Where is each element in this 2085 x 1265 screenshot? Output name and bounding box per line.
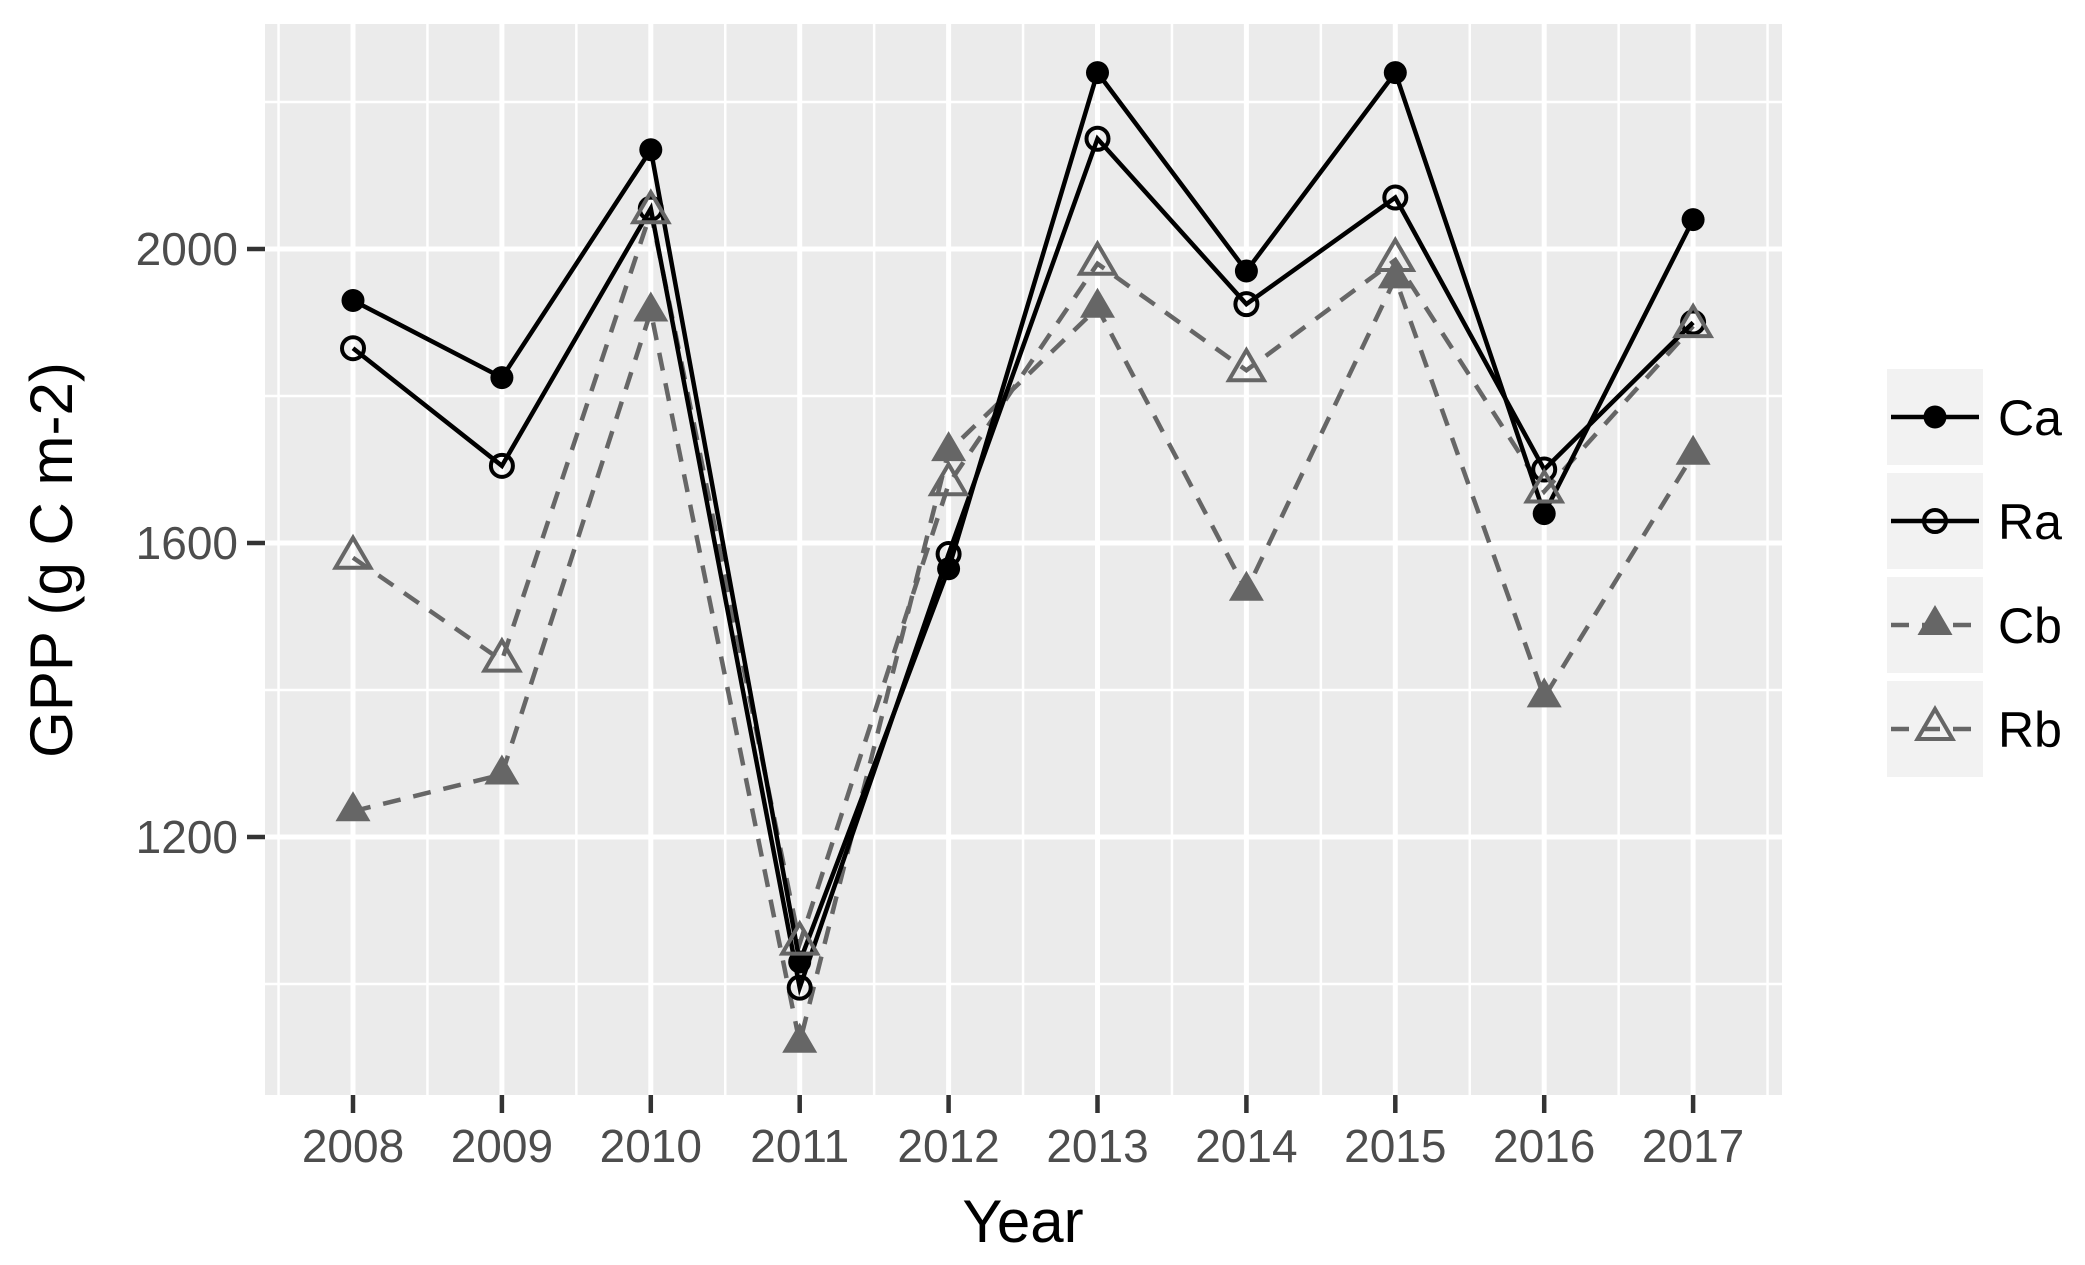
point-Ra: [1233, 291, 1260, 318]
point-Cb: [1917, 605, 1953, 635]
point-Cb: [782, 1022, 818, 1053]
legend-entry-Cb: Cb: [1887, 577, 2062, 673]
y-tick-label: 1600: [136, 517, 238, 569]
point-Ra: [340, 335, 366, 362]
point-Ca: [639, 138, 663, 162]
point-Ra: [1084, 125, 1111, 152]
x-tick-label: 2012: [897, 1120, 999, 1172]
x-tick-label: 2013: [1046, 1120, 1148, 1172]
legend-entry-Ra: Ra: [1887, 473, 2062, 569]
y-tick-label: 2000: [136, 223, 238, 275]
point-Rb: [1672, 302, 1715, 339]
point-Ra: [1382, 184, 1409, 211]
point-Rb: [1076, 239, 1119, 276]
point-Rb: [1914, 705, 1956, 741]
gridlines: [265, 24, 1782, 1095]
point-Ra: [786, 974, 813, 1001]
point-Cb: [1377, 258, 1413, 289]
point-Rb: [1225, 346, 1268, 383]
point-Ca: [341, 288, 365, 312]
axes: 1200 1600 2000 2008 2009 2010 2011 2012 2013 2014…: [136, 223, 1745, 1172]
point-Ca: [1681, 208, 1705, 232]
point-Ra: [488, 452, 515, 479]
point-Cb: [633, 291, 669, 322]
point-Cb: [1080, 287, 1115, 318]
point-Cb: [1228, 570, 1264, 601]
x-tick-label: 2015: [1344, 1120, 1446, 1172]
point-Ca: [1923, 405, 1947, 429]
x-tick-label: 2017: [1642, 1120, 1744, 1172]
legend: Ca Ra Cb Rb: [1887, 369, 2062, 777]
point-Ca: [1532, 502, 1556, 526]
point-Rb: [332, 533, 374, 570]
x-axis-title: Year: [962, 1188, 1083, 1255]
legend-entry-Rb: Rb: [1887, 681, 2062, 777]
x-tick-label: 2011: [750, 1120, 849, 1172]
x-tick-label: 2009: [451, 1120, 553, 1172]
legend-entry-Ca: Ca: [1887, 369, 2062, 465]
series-line-Rb: [351, 203, 1695, 953]
data-series: [332, 61, 1715, 1053]
point-Cb: [484, 754, 520, 785]
point-Rb: [1374, 236, 1417, 273]
legend-label: Ca: [1998, 390, 2062, 446]
point-Ca: [788, 950, 812, 974]
point-Ca: [1383, 61, 1407, 85]
point-Cb: [335, 791, 371, 822]
point-Ra: [1922, 508, 1948, 534]
point-Rb: [480, 636, 523, 673]
y-axis-title: GPP (g C m-2): [18, 362, 85, 758]
point-Ra: [1531, 456, 1558, 483]
point-Cb: [1675, 434, 1711, 465]
legend-label: Ra: [1998, 494, 2062, 550]
point-Ra: [935, 541, 962, 568]
series-line-Ca: [351, 67, 1696, 971]
point-Cb: [931, 431, 967, 462]
point-Ca: [1086, 61, 1109, 85]
point-Ca: [1234, 259, 1258, 283]
x-tick-label: 2014: [1195, 1120, 1297, 1172]
point-Rb: [1523, 467, 1566, 504]
point-Rb: [778, 919, 821, 956]
x-tick-label: 2016: [1493, 1120, 1595, 1172]
point-Rb: [927, 460, 970, 497]
legend-label: Rb: [1998, 702, 2062, 758]
x-tick-label: 2008: [302, 1120, 404, 1172]
y-tick-label: 1200: [136, 811, 238, 863]
point-Rb: [629, 188, 672, 225]
point-Cb: [1526, 677, 1562, 708]
series-line-Ra: [351, 134, 1695, 997]
x-tick-label: 2010: [600, 1120, 702, 1172]
point-Ca: [490, 366, 514, 390]
legend-label: Cb: [1998, 598, 2062, 654]
